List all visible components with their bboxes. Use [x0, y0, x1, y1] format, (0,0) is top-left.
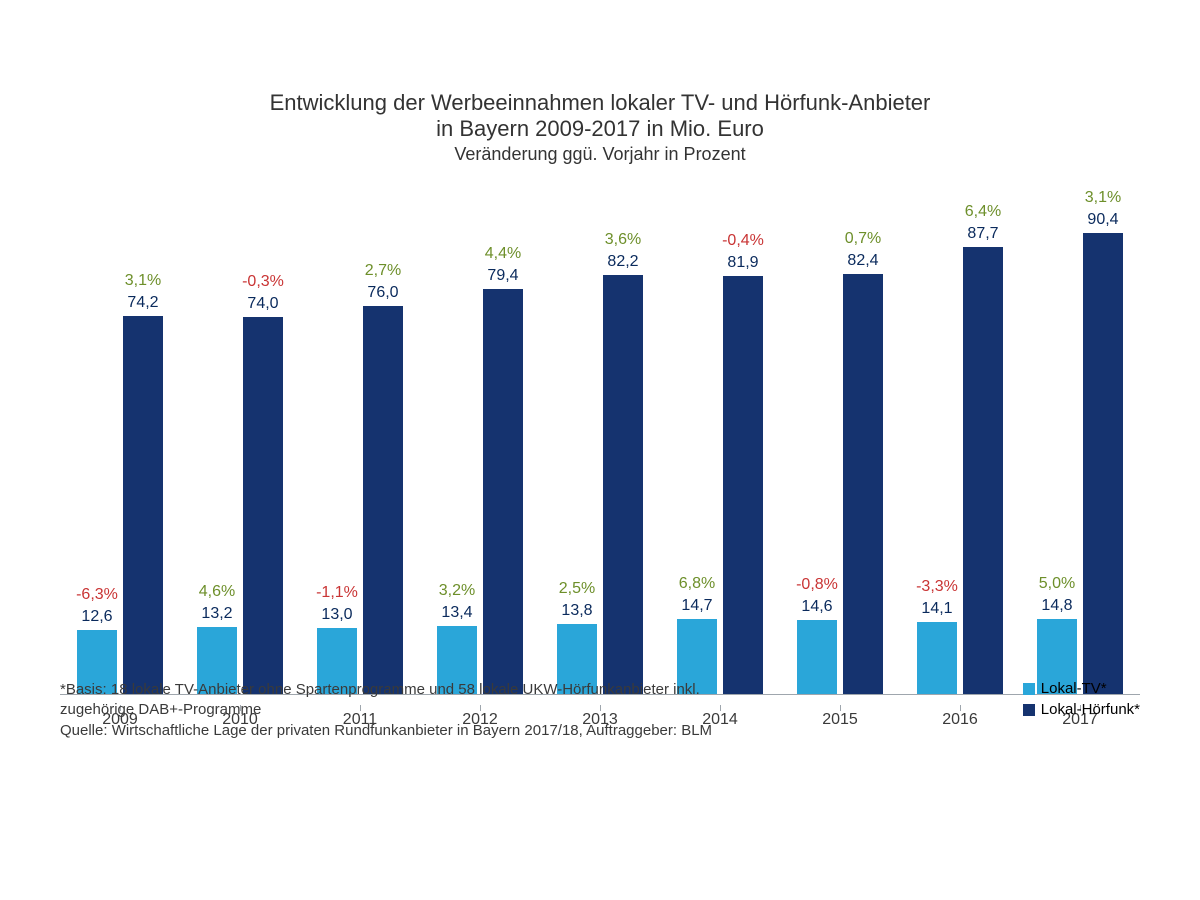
bar-lokal-hoerfunk: -0,4%81,9	[723, 276, 763, 694]
legend-label-hf: Lokal-Hörfunk*	[1041, 701, 1140, 718]
legend-swatch-tv	[1023, 683, 1035, 695]
bar-lokal-hoerfunk: 3,1%90,4	[1083, 233, 1123, 694]
bar-group: 2,5%13,83,6%82,2	[540, 185, 660, 694]
bar-value-label: 13,8	[561, 602, 592, 620]
bar-value-label: 87,7	[967, 225, 998, 243]
bar-lokal-hoerfunk: 4,4%79,4	[483, 289, 523, 694]
bar-group: -6,3%12,63,1%74,2	[60, 185, 180, 694]
bar-group: -0,8%14,60,7%82,4	[780, 185, 900, 694]
bar-percent-label: 4,4%	[485, 245, 521, 263]
bar-value-label: 82,4	[847, 252, 878, 270]
bar-lokal-hoerfunk: 6,4%87,7	[963, 247, 1003, 694]
bar-percent-label: 0,7%	[845, 230, 881, 248]
bar-value-label: 13,0	[321, 606, 352, 624]
bar-value-label: 14,8	[1041, 597, 1072, 615]
footnote-line2: zugehörige DAB+-Programme	[60, 701, 261, 718]
bar-percent-label: -0,3%	[242, 273, 284, 291]
bar-percent-label: 3,2%	[439, 582, 475, 600]
chart-footnote: *Basis: 18 lokale TV-Anbieter ohne Spart…	[60, 680, 712, 741]
bar-lokal-hoerfunk: 2,7%76,0	[363, 306, 403, 694]
bar-percent-label: -0,4%	[722, 232, 764, 250]
bar-value-label: 13,4	[441, 604, 472, 622]
legend-label-tv: Lokal-TV*	[1041, 680, 1107, 697]
bar-percent-label: -6,3%	[76, 586, 118, 604]
bar-group: 6,8%14,7-0,4%81,9	[660, 185, 780, 694]
bar-group: -1,1%13,02,7%76,0	[300, 185, 420, 694]
legend-swatch-hf	[1023, 704, 1035, 716]
legend-item-hf: Lokal-Hörfunk*	[1023, 701, 1140, 718]
bar-group: -3,3%14,16,4%87,7	[900, 185, 1020, 694]
bar-lokal-hoerfunk: 3,1%74,2	[123, 316, 163, 694]
bar-value-label: 76,0	[367, 284, 398, 302]
chart-subtitle: Veränderung ggü. Vorjahr in Prozent	[60, 144, 1140, 165]
bar-value-label: 74,0	[247, 295, 278, 313]
bar-value-label: 12,6	[81, 608, 112, 626]
bar-value-label: 14,1	[921, 600, 952, 618]
bar-lokal-hoerfunk: 3,6%82,2	[603, 275, 643, 694]
bar-percent-label: -1,1%	[316, 584, 358, 602]
chart-title-block: Entwicklung der Werbeeinnahmen lokaler T…	[60, 90, 1140, 165]
bar-percent-label: 4,6%	[199, 583, 235, 601]
chart-title-line1: Entwicklung der Werbeeinnahmen lokaler T…	[60, 90, 1140, 116]
chart-title-line2: in Bayern 2009-2017 in Mio. Euro	[60, 116, 1140, 142]
chart-bar-groups: -6,3%12,63,1%74,24,6%13,2-0,3%74,0-1,1%1…	[60, 185, 1140, 694]
bar-percent-label: 2,5%	[559, 580, 595, 598]
bar-value-label: 79,4	[487, 267, 518, 285]
bar-percent-label: 6,8%	[679, 575, 715, 593]
bar-value-label: 90,4	[1087, 211, 1118, 229]
bar-value-label: 14,7	[681, 597, 712, 615]
bar-lokal-hoerfunk: -0,3%74,0	[243, 317, 283, 694]
chart-container: Entwicklung der Werbeeinnahmen lokaler T…	[60, 90, 1140, 729]
bar-group: 4,6%13,2-0,3%74,0	[180, 185, 300, 694]
footnote-line1: *Basis: 18 lokale TV-Anbieter ohne Spart…	[60, 681, 700, 698]
bar-group: 3,2%13,44,4%79,4	[420, 185, 540, 694]
footnote-line3: Quelle: Wirtschaftliche Lage der private…	[60, 722, 712, 739]
bar-value-label: 81,9	[727, 254, 758, 272]
bar-value-label: 14,6	[801, 598, 832, 616]
legend-item-tv: Lokal-TV*	[1023, 680, 1140, 697]
bar-percent-label: -0,8%	[796, 576, 838, 594]
chart-plot-area: -6,3%12,63,1%74,24,6%13,2-0,3%74,0-1,1%1…	[60, 185, 1140, 695]
bar-percent-label: 3,1%	[1085, 189, 1121, 207]
bar-percent-label: -3,3%	[916, 578, 958, 596]
bar-percent-label: 2,7%	[365, 262, 401, 280]
bar-percent-label: 3,1%	[125, 272, 161, 290]
bar-percent-label: 6,4%	[965, 203, 1001, 221]
bar-value-label: 13,2	[201, 605, 232, 623]
bar-value-label: 74,2	[127, 294, 158, 312]
chart-footer: *Basis: 18 lokale TV-Anbieter ohne Spart…	[60, 680, 1140, 741]
bar-percent-label: 5,0%	[1039, 575, 1075, 593]
bar-value-label: 82,2	[607, 253, 638, 271]
chart-legend: Lokal-TV* Lokal-Hörfunk*	[1023, 680, 1140, 722]
bar-group: 5,0%14,83,1%90,4	[1020, 185, 1140, 694]
bar-percent-label: 3,6%	[605, 231, 641, 249]
bar-lokal-hoerfunk: 0,7%82,4	[843, 274, 883, 694]
